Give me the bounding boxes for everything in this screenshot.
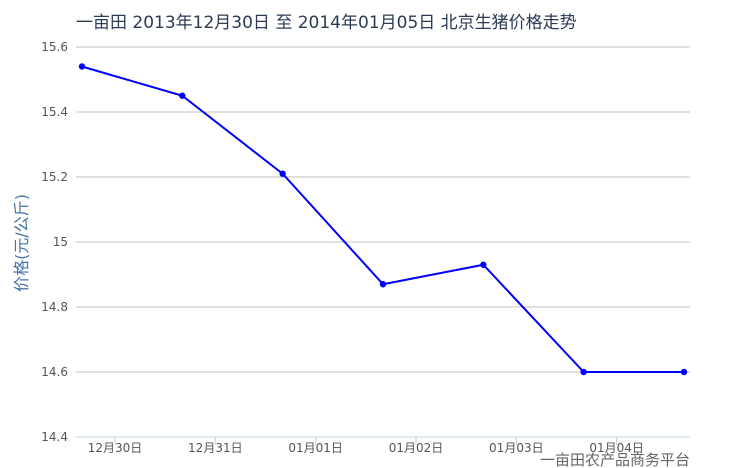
chart-title: 一亩田 2013年12月30日 至 2014年01月05日 北京生猪价格走势: [76, 13, 577, 33]
y-tick-label: 14.6: [41, 365, 68, 379]
data-point[interactable]: [279, 170, 286, 177]
x-tick-label: 01月03日: [489, 441, 544, 455]
x-tick-labels: 12月30日 12月31日 01月01日 01月02日 01月03日 01月04日: [76, 436, 690, 455]
y-tick-label: 15: [53, 235, 68, 249]
data-point[interactable]: [480, 261, 487, 268]
watermark: 一亩田农产品商务平台: [540, 451, 690, 468]
x-tick-label: 01月01日: [288, 441, 343, 455]
data-point[interactable]: [379, 281, 387, 288]
series-layer: [78, 63, 688, 376]
y-tick-label: 14.4: [41, 430, 68, 444]
y-tick-label: 15.6: [41, 40, 68, 54]
y-tick-labels: 14.4 14.6 14.8 15 15.2 15.4 15.6: [41, 40, 68, 444]
data-point[interactable]: [179, 92, 186, 99]
y-axis-label: 价格(元/公斤): [12, 194, 31, 292]
x-tick-label: 01月02日: [389, 441, 444, 455]
data-point[interactable]: [680, 368, 688, 376]
gridlines: [76, 46, 690, 438]
x-tick-label: 12月31日: [188, 441, 243, 455]
x-tick-label: 12月30日: [88, 441, 143, 455]
data-point[interactable]: [78, 63, 86, 70]
data-point[interactable]: [580, 368, 587, 376]
y-tick-label: 14.8: [41, 300, 68, 314]
y-tick-label: 15.4: [41, 105, 68, 119]
x-tick-label: 01月04日: [589, 441, 644, 455]
y-tick-label: 15.2: [41, 170, 68, 184]
